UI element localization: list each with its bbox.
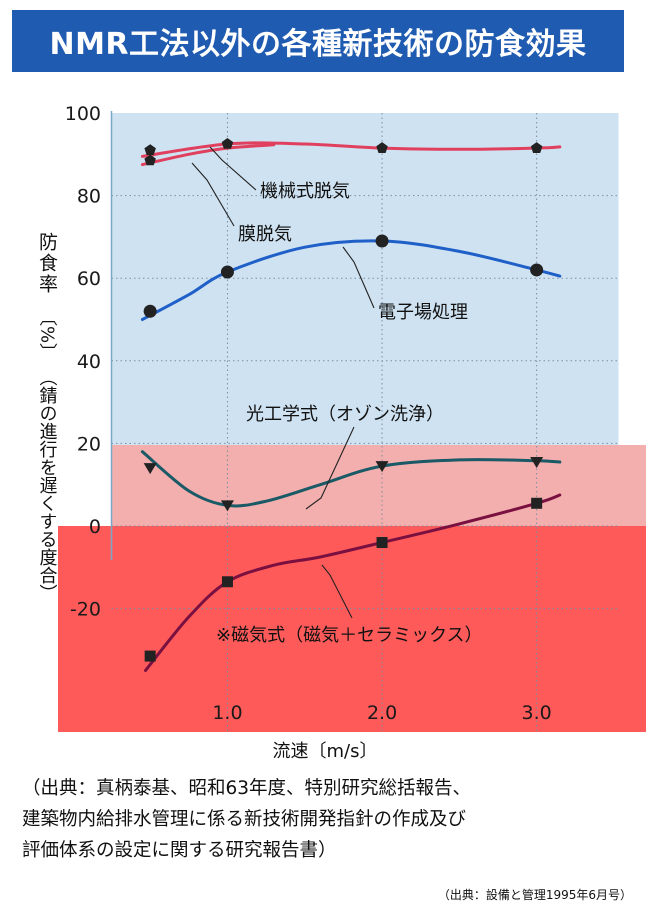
data-point-square — [144, 650, 156, 662]
series-line-4 — [140, 450, 562, 508]
plot-band-low — [58, 526, 646, 732]
series-markers-1 — [144, 138, 543, 155]
y-tick-label: 100 — [65, 103, 101, 125]
x-axis-label: 流速〔m/s〕 — [273, 741, 378, 762]
source-citation: （出典：真柄泰基、昭和63年度、特別研究総括報告、 建築物内給排水管理に係る新技… — [22, 773, 632, 866]
data-point-pentagon — [530, 142, 543, 153]
data-point-square — [221, 576, 233, 588]
source-line-3: 評価体系の設定に関する研究報告書） — [22, 840, 337, 861]
footnote: （出典：設備と管理1995年6月号） — [437, 888, 632, 902]
annotation-label: 膜脱気 — [238, 224, 292, 245]
series-line-3 — [140, 239, 562, 321]
x-tick-labels: 1.0 2.0 3.0 — [212, 702, 551, 724]
source-line-2: 建築物内給排水管理に係る新技術開発指針の作成及び — [22, 809, 467, 830]
series-line-2 — [140, 143, 276, 167]
y-tick-label: 80 — [77, 186, 101, 208]
gridlines — [111, 113, 619, 732]
annotation-leader — [209, 146, 257, 191]
data-point-pentagon — [144, 154, 156, 166]
series-markers-4 — [143, 456, 544, 512]
data-point-triangle — [375, 461, 389, 473]
data-point-pentagon — [376, 142, 388, 153]
annotation-leader — [191, 162, 235, 227]
data-point-pentagon — [221, 138, 234, 149]
y-tick-label: 40 — [77, 351, 101, 373]
annotation-label: 光工学式（オゾン洗浄） — [246, 404, 444, 425]
series-line-5 — [144, 493, 562, 672]
x-tick-label: 1.0 — [212, 702, 242, 724]
data-point-circle — [220, 265, 234, 279]
y-axis-unit: 〔%〕 — [37, 308, 58, 361]
plot-band-mid — [111, 445, 646, 526]
data-point-square — [376, 537, 388, 549]
series-markers-5 — [144, 497, 543, 662]
series-markers-3 — [143, 234, 544, 318]
data-point-circle — [375, 234, 389, 248]
y-tick-label: 0 — [89, 516, 101, 538]
data-point-pentagon — [144, 144, 156, 155]
annotation-label: 機械式脱気 — [260, 181, 350, 202]
annotation-label: 電子場処理 — [378, 302, 468, 323]
y-tick-label: -20 — [70, 599, 101, 621]
plot-band-high — [111, 113, 619, 445]
y-tick-label: 60 — [77, 268, 101, 290]
y-tick-labels: 100 80 60 40 20 0 -20 — [65, 103, 101, 621]
annotation-leader — [342, 246, 375, 309]
y-tick-label: 20 — [77, 433, 101, 455]
source-line-1: （出典：真柄泰基、昭和63年度、特別研究総括報告、 — [22, 778, 472, 799]
y-axis-description: （錆の進行を遅くする度合） — [37, 368, 58, 602]
data-point-triangle — [530, 456, 544, 468]
data-point-circle — [530, 263, 544, 277]
y-axis-label: 防食率 — [36, 232, 58, 295]
chart-title-banner: NMR工法以外の各種新技術の防食効果 — [12, 10, 624, 72]
data-point-square — [531, 497, 543, 509]
series-markers-2 — [144, 154, 156, 166]
annotation-leader — [305, 426, 355, 510]
data-point-triangle — [220, 500, 234, 512]
data-point-triangle — [143, 463, 157, 475]
chart-title: NMR工法以外の各種新技術の防食効果 — [49, 27, 587, 62]
data-point-circle — [143, 304, 157, 318]
x-tick-label: 2.0 — [367, 702, 397, 724]
x-tick-label: 3.0 — [522, 702, 552, 724]
annotation-label: ※磁気式（磁気＋セラミックス） — [216, 625, 483, 646]
series-group — [140, 138, 562, 672]
annotation-leader — [321, 564, 353, 619]
